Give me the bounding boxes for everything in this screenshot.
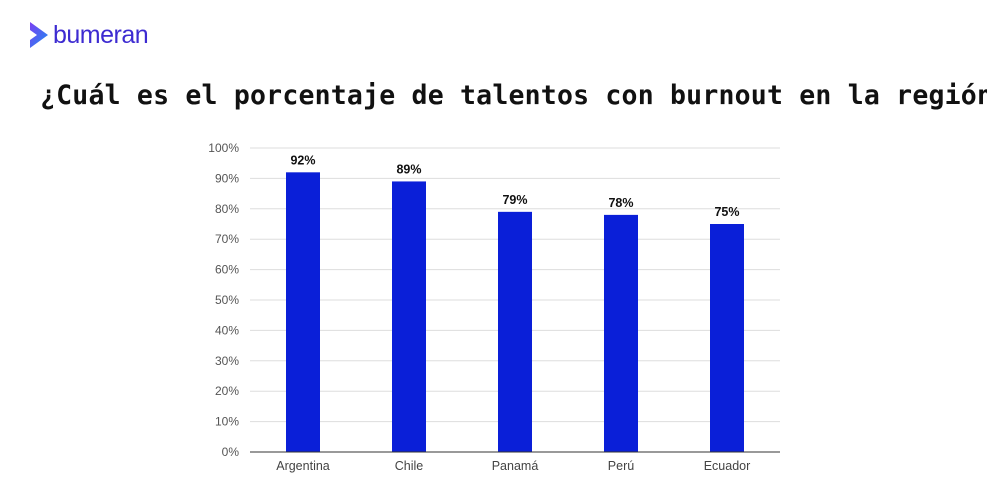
- x-category-label: Ecuador: [704, 459, 751, 473]
- y-tick-label: 10%: [215, 415, 239, 429]
- x-category-label: Argentina: [276, 459, 330, 473]
- x-axis-category-labels: Argentina Chile Panamá Perú Ecuador: [276, 459, 750, 473]
- brand-name: bumeran: [53, 21, 149, 49]
- data-label: 75%: [714, 205, 739, 219]
- data-label: 92%: [290, 153, 315, 167]
- x-category-label: Perú: [608, 459, 634, 473]
- bumeran-logo: bumeran: [28, 20, 149, 50]
- bar: [286, 172, 320, 452]
- y-tick-label: 30%: [215, 354, 239, 368]
- bar: [392, 181, 426, 452]
- chart-title: ¿Cuál es el porcentaje de talentos con b…: [40, 80, 987, 111]
- data-label: 78%: [608, 196, 633, 210]
- bar: [604, 214, 638, 452]
- y-tick-label: 20%: [215, 384, 239, 398]
- y-tick-label: 70%: [215, 232, 239, 246]
- y-tick-label: 80%: [215, 202, 239, 216]
- y-tick-label: 50%: [215, 293, 239, 307]
- y-tick-label: 90%: [215, 171, 239, 185]
- data-label: 79%: [502, 193, 527, 207]
- bars: [286, 172, 744, 452]
- bar: [710, 224, 744, 452]
- y-tick-label: 40%: [215, 323, 239, 337]
- y-tick-label: 0%: [222, 445, 240, 459]
- y-tick-label: 60%: [215, 263, 239, 277]
- x-category-label: Panamá: [492, 459, 539, 473]
- bar: [498, 211, 532, 452]
- data-labels: 92% 89% 79% 78% 75%: [290, 153, 739, 219]
- y-tick-label: 100%: [208, 141, 239, 155]
- y-axis-tick-labels: 0% 10% 20% 30% 40% 50% 60% 70% 80% 90% 100%: [208, 141, 239, 459]
- x-category-label: Chile: [395, 459, 424, 473]
- data-label: 89%: [396, 162, 421, 176]
- bumeran-logo-icon: [30, 22, 48, 48]
